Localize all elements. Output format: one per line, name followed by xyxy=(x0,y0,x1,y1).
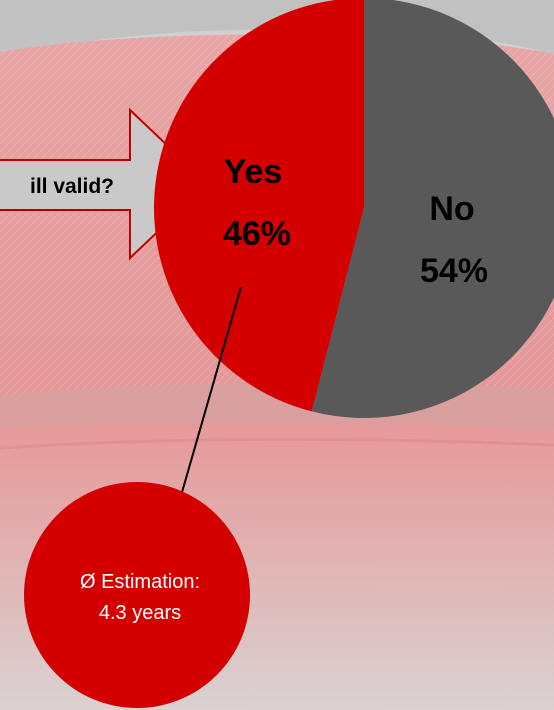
estimation-callout-circle xyxy=(24,482,250,708)
slice-label-yes: Yes xyxy=(224,153,283,191)
background-seam xyxy=(0,437,554,450)
estimation-callout-line-1: Ø Estimation: xyxy=(80,571,200,593)
estimation-callout-line-2: 4.3 years xyxy=(99,602,181,624)
pie-slice-no xyxy=(311,0,554,418)
pie-slice-yes xyxy=(154,0,364,412)
estimation-callout-group: Ø Estimation: 4.3 years xyxy=(24,482,250,708)
question-text: ill valid? xyxy=(30,175,114,198)
slice-value-no: 54% xyxy=(420,252,488,290)
slice-value-yes: 46% xyxy=(223,215,291,253)
pie-group: Yes 46% No 54% xyxy=(154,0,554,418)
slice-label-no: No xyxy=(429,190,474,228)
